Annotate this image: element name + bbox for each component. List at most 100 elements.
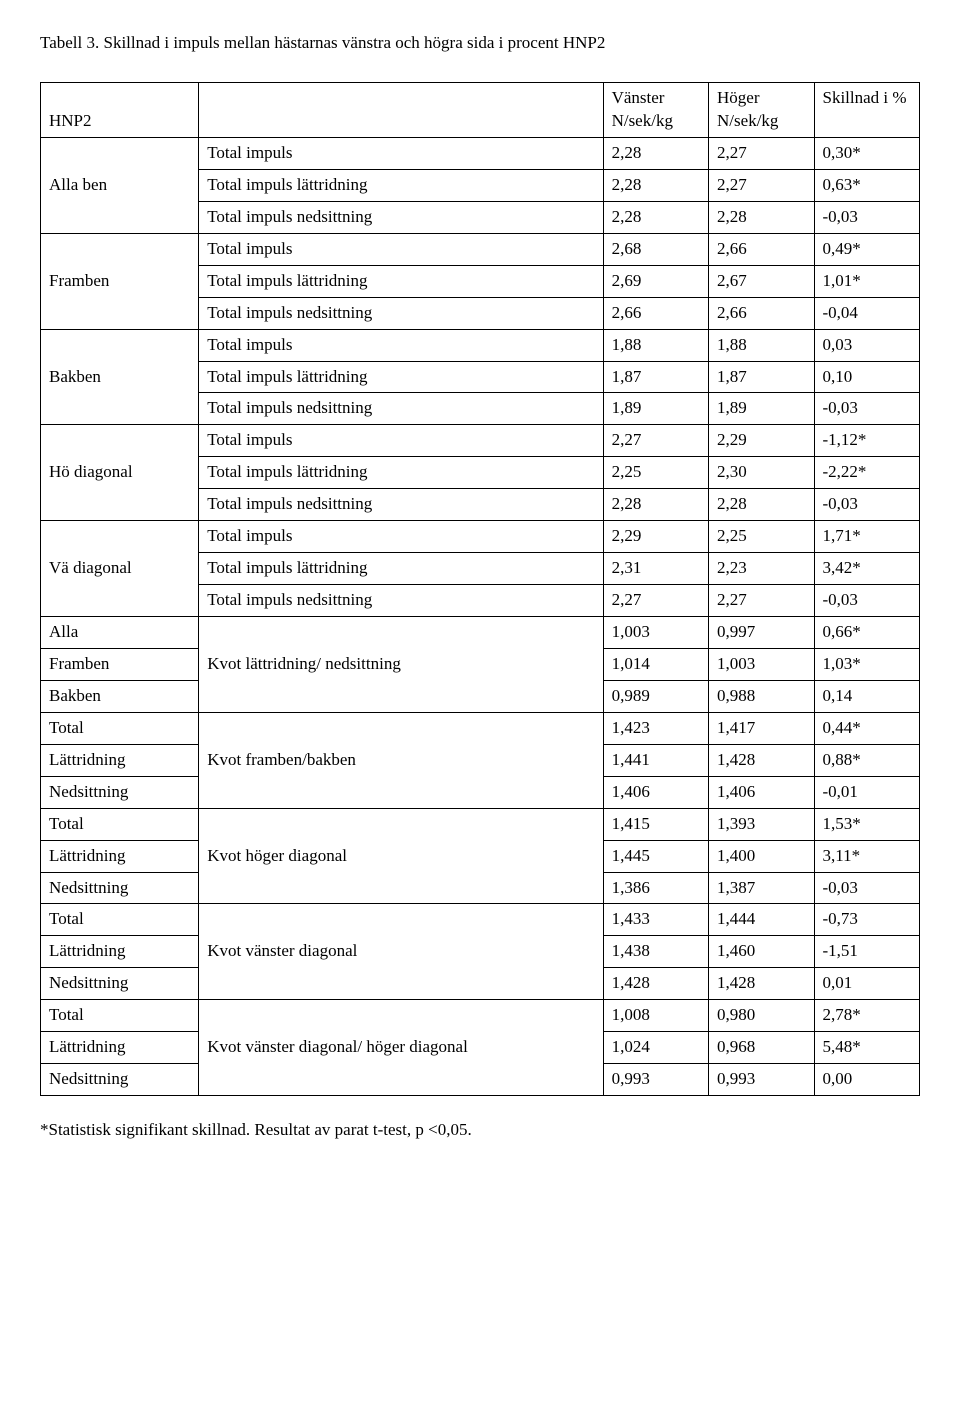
table-header-row: HNP2Vänster N/sek/kgHöger N/sek/kgSkilln… xyxy=(41,83,920,138)
value-left: 2,27 xyxy=(603,585,708,617)
value-diff: 0,63* xyxy=(814,169,920,201)
row-label: Lättridning xyxy=(41,744,199,776)
measure-cell: Total impuls nedsittning xyxy=(199,393,603,425)
value-diff: -1,12* xyxy=(814,425,920,457)
row-label: Nedsittning xyxy=(41,776,199,808)
row-label: Bakben xyxy=(41,680,199,712)
value-left: 1,87 xyxy=(603,361,708,393)
value-diff: 3,11* xyxy=(814,840,920,872)
table-row: TotalKvot höger diagonal1,4151,3931,53* xyxy=(41,808,920,840)
row-label: Alla xyxy=(41,617,199,649)
table-row: FrambenTotal impuls2,682,660,49* xyxy=(41,233,920,265)
value-left: 1,003 xyxy=(603,617,708,649)
value-diff: 3,42* xyxy=(814,553,920,585)
measure-cell: Total impuls lättridning xyxy=(199,361,603,393)
value-left: 1,423 xyxy=(603,712,708,744)
value-diff: 0,14 xyxy=(814,680,920,712)
value-diff: 5,48* xyxy=(814,1032,920,1064)
value-left: 1,386 xyxy=(603,872,708,904)
value-left: 2,25 xyxy=(603,457,708,489)
value-right: 1,003 xyxy=(709,648,814,680)
value-right: 1,428 xyxy=(709,744,814,776)
row-label: Total xyxy=(41,712,199,744)
value-left: 2,28 xyxy=(603,137,708,169)
value-right: 0,997 xyxy=(709,617,814,649)
value-left: 2,66 xyxy=(603,297,708,329)
value-left: 1,428 xyxy=(603,968,708,1000)
value-right: 1,89 xyxy=(709,393,814,425)
measure-cell: Total impuls lättridning xyxy=(199,265,603,297)
value-left: 0,989 xyxy=(603,680,708,712)
value-right: 1,387 xyxy=(709,872,814,904)
row-label: Lättridning xyxy=(41,840,199,872)
measure-cell: Total impuls lättridning xyxy=(199,169,603,201)
value-diff: 0,88* xyxy=(814,744,920,776)
row-label: Total xyxy=(41,808,199,840)
data-table: HNP2Vänster N/sek/kgHöger N/sek/kgSkilln… xyxy=(40,82,920,1096)
value-left: 2,28 xyxy=(603,201,708,233)
value-left: 1,88 xyxy=(603,329,708,361)
value-right: 1,88 xyxy=(709,329,814,361)
value-right: 1,460 xyxy=(709,936,814,968)
value-diff: -0,03 xyxy=(814,872,920,904)
value-diff: 0,03 xyxy=(814,329,920,361)
value-right: 2,28 xyxy=(709,201,814,233)
value-right: 2,27 xyxy=(709,137,814,169)
value-left: 1,438 xyxy=(603,936,708,968)
footnote: *Statistisk signifikant skillnad. Result… xyxy=(40,1120,920,1140)
header-col2 xyxy=(199,83,603,138)
value-diff: 0,00 xyxy=(814,1064,920,1096)
value-right: 1,87 xyxy=(709,361,814,393)
row-label: Nedsittning xyxy=(41,1064,199,1096)
value-right: 0,993 xyxy=(709,1064,814,1096)
value-diff: -1,51 xyxy=(814,936,920,968)
value-right: 2,66 xyxy=(709,233,814,265)
ratio-measure: Kvot vänster diagonal/ höger diagonal xyxy=(199,1000,603,1096)
value-left: 1,445 xyxy=(603,840,708,872)
ratio-measure: Kvot vänster diagonal xyxy=(199,904,603,1000)
value-diff: 0,01 xyxy=(814,968,920,1000)
header-col3: Vänster N/sek/kg xyxy=(603,83,708,138)
value-right: 1,428 xyxy=(709,968,814,1000)
row-label: Nedsittning xyxy=(41,968,199,1000)
value-diff: 1,53* xyxy=(814,808,920,840)
measure-cell: Total impuls xyxy=(199,233,603,265)
table-row: TotalKvot framben/bakben1,4231,4170,44* xyxy=(41,712,920,744)
value-left: 2,69 xyxy=(603,265,708,297)
value-right: 0,980 xyxy=(709,1000,814,1032)
value-left: 2,29 xyxy=(603,521,708,553)
row-label: Total xyxy=(41,904,199,936)
row-label: Nedsittning xyxy=(41,872,199,904)
group-label: Framben xyxy=(41,233,199,329)
value-left: 1,433 xyxy=(603,904,708,936)
value-diff: -0,04 xyxy=(814,297,920,329)
measure-cell: Total impuls lättridning xyxy=(199,553,603,585)
measure-cell: Total impuls nedsittning xyxy=(199,297,603,329)
measure-cell: Total impuls nedsittning xyxy=(199,585,603,617)
value-diff: 0,66* xyxy=(814,617,920,649)
value-left: 1,014 xyxy=(603,648,708,680)
value-diff: -0,01 xyxy=(814,776,920,808)
header-col4: Höger N/sek/kg xyxy=(709,83,814,138)
measure-cell: Total impuls xyxy=(199,329,603,361)
value-left: 2,28 xyxy=(603,489,708,521)
value-diff: 0,44* xyxy=(814,712,920,744)
value-diff: -2,22* xyxy=(814,457,920,489)
group-label: Alla ben xyxy=(41,137,199,233)
value-right: 2,67 xyxy=(709,265,814,297)
table-row: BakbenTotal impuls1,881,880,03 xyxy=(41,329,920,361)
value-right: 0,968 xyxy=(709,1032,814,1064)
value-left: 2,68 xyxy=(603,233,708,265)
value-right: 1,393 xyxy=(709,808,814,840)
row-label: Lättridning xyxy=(41,936,199,968)
value-right: 2,66 xyxy=(709,297,814,329)
value-right: 2,28 xyxy=(709,489,814,521)
ratio-measure: Kvot lättridning/ nedsittning xyxy=(199,617,603,713)
value-right: 2,27 xyxy=(709,169,814,201)
value-right: 1,400 xyxy=(709,840,814,872)
group-label: Hö diagonal xyxy=(41,425,199,521)
value-left: 2,27 xyxy=(603,425,708,457)
row-label: Framben xyxy=(41,648,199,680)
value-right: 0,988 xyxy=(709,680,814,712)
value-diff: 1,03* xyxy=(814,648,920,680)
